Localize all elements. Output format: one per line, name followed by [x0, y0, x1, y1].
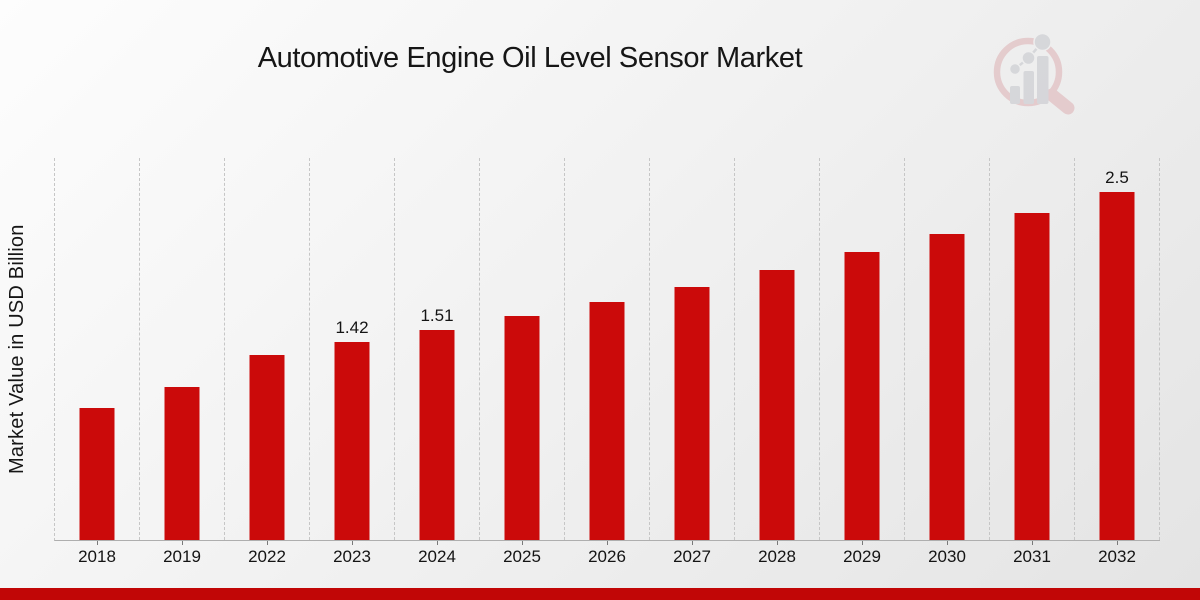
bar-value-label-2024: 1.51 — [420, 306, 454, 325]
x-tick-label-2031: 2031 — [1013, 547, 1051, 566]
x-axis-tick — [692, 541, 693, 545]
bar-2029 — [844, 252, 880, 540]
category-slot-2023: 1.42 2023 — [310, 158, 395, 566]
x-tick-label-2023: 2023 — [333, 547, 371, 566]
growth-bars-icon — [1010, 56, 1049, 104]
bar-value-label-2032: 2.5 — [1105, 168, 1129, 187]
x-tick-label-2018: 2018 — [78, 547, 116, 566]
x-tick-label-2022: 2022 — [248, 547, 286, 566]
x-axis-tick — [267, 541, 268, 545]
bar-2031 — [1014, 213, 1050, 540]
bar-2024 — [419, 330, 455, 540]
x-axis-tick — [437, 541, 438, 545]
x-axis-tick — [352, 541, 353, 545]
x-tick-label-2019: 2019 — [163, 547, 201, 566]
x-tick-label-2030: 2030 — [928, 547, 966, 566]
bar-2028 — [759, 270, 795, 540]
x-tick-label-2032: 2032 — [1098, 547, 1136, 566]
category-slot-2032: 2.5 2032 — [1075, 158, 1160, 566]
magnifier-handle-icon — [1045, 88, 1075, 115]
x-axis-tick — [862, 541, 863, 545]
x-axis-tick — [777, 541, 778, 545]
bar-2019 — [164, 387, 200, 540]
x-tick-label-2029: 2029 — [843, 547, 881, 566]
x-axis-tick — [522, 541, 523, 545]
category-slot-2028: 2028 — [735, 158, 820, 566]
bar-2030 — [929, 234, 965, 540]
plot-area: 2018 2019 2022 1.42 2023 1.51 2024 2025 2026 2027… — [54, 158, 1160, 566]
x-tick-label-2026: 2026 — [588, 547, 626, 566]
x-tick-label-2024: 2024 — [418, 547, 456, 566]
bottom-accent-bar — [0, 588, 1200, 600]
chart-title: Automotive Engine Oil Level Sensor Marke… — [257, 42, 803, 74]
category-slot-2025: 2025 — [480, 158, 565, 566]
category-slot-2019: 2019 — [140, 158, 225, 566]
category-slot-2029: 2029 — [820, 158, 905, 566]
x-axis-tick — [607, 541, 608, 545]
x-axis-tick — [1117, 541, 1118, 545]
category-slot-2030: 2030 — [905, 158, 990, 566]
brand-watermark-logo — [993, 32, 1075, 115]
bar-2018 — [79, 408, 115, 540]
bar-2026 — [589, 302, 625, 540]
category-slot-2031: 2031 — [990, 158, 1075, 566]
bar-2025 — [504, 316, 540, 540]
x-axis-tick — [947, 541, 948, 545]
x-axis-tick — [97, 541, 98, 545]
category-slot-2026: 2026 — [565, 158, 650, 566]
x-tick-label-2027: 2027 — [673, 547, 711, 566]
y-axis-label: Market Value in USD Billion — [6, 224, 28, 475]
x-axis-tick — [182, 541, 183, 545]
x-tick-label-2028: 2028 — [758, 547, 796, 566]
x-axis-tick — [1032, 541, 1033, 545]
bar-2022 — [249, 355, 285, 540]
bar-2032 — [1099, 192, 1135, 540]
trend-dots-icon — [1008, 32, 1052, 76]
bar-value-label-2023: 1.42 — [335, 318, 369, 337]
category-slot-2018: 2018 — [55, 158, 140, 566]
bar-2027 — [674, 287, 710, 540]
x-tick-label-2025: 2025 — [503, 547, 541, 566]
bar-2023 — [334, 342, 370, 540]
category-slot-2024: 1.51 2024 — [395, 158, 480, 566]
category-slot-2022: 2022 — [225, 158, 310, 566]
category-slot-2027: 2027 — [650, 158, 735, 566]
